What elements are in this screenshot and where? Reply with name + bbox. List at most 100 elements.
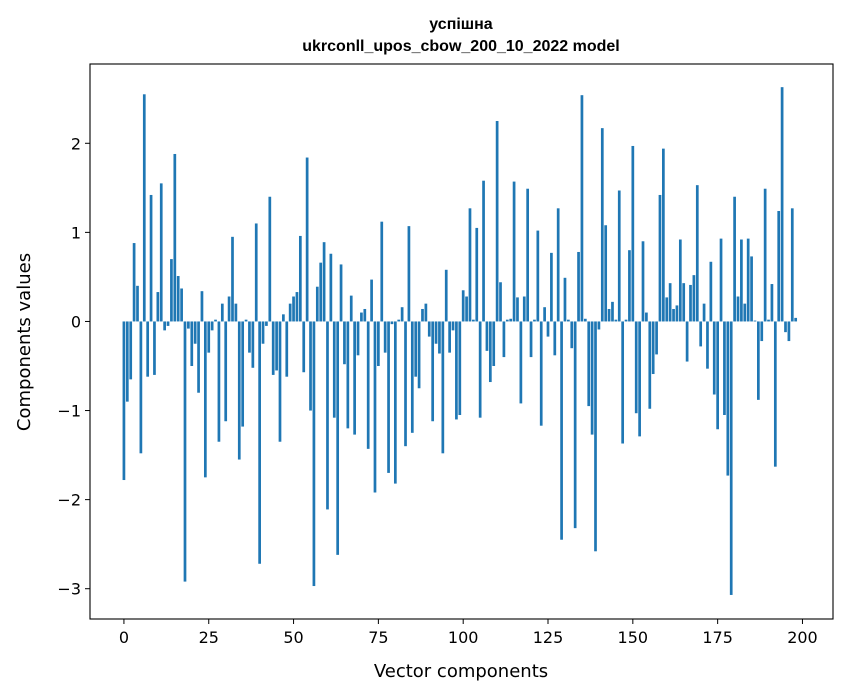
bar-50 [292,296,295,322]
bar-182 [740,239,743,322]
bar-128 [556,208,560,322]
bar-112 [502,321,506,358]
bar-7 [146,321,150,377]
bar-136 [583,318,587,322]
bar-26 [210,321,214,331]
bar-88 [421,308,424,322]
x-tick-label: 100 [448,628,479,647]
bar-3 [132,243,136,322]
bar-61 [329,253,333,322]
bar-188 [760,321,764,342]
bar-132 [570,321,574,349]
bar-140 [597,321,601,330]
bar-73 [370,279,373,322]
bar-153 [641,241,645,322]
bar-166 [685,321,689,362]
y-axis-label: Components values [14,253,35,431]
bar-23 [200,291,204,322]
bar-65 [343,321,346,365]
bar-37 [248,321,251,353]
bar-46 [278,321,282,442]
bar-117 [519,321,523,404]
bar-17 [180,288,183,322]
bar-68 [353,321,356,435]
y-tick-label: 0 [71,312,81,331]
bar-59 [322,242,326,322]
bar-6 [142,94,146,322]
bar-114 [509,318,513,322]
bar-165 [682,283,686,322]
bar-131 [567,319,570,322]
y-axis-ticks: −3 −2 −1 0 1 2 [57,134,90,599]
bar-142 [604,225,608,322]
bar-133 [573,321,577,529]
bar-183 [743,303,747,322]
bar-56 [312,321,316,587]
bar-41 [261,321,265,344]
bar-54 [305,157,309,322]
bar-184 [746,238,750,322]
bar-195 [784,321,787,333]
plot-frame [89,63,834,620]
bar-64 [339,264,343,322]
bar-173 [709,261,713,322]
bar-72 [366,321,370,449]
bar-198 [794,317,798,322]
bar-171 [702,303,706,322]
bar-34 [237,321,241,460]
bar-196 [787,321,791,342]
bar-154 [645,312,648,322]
bar-5 [139,321,143,454]
bar-83 [404,321,407,447]
bar-161 [668,283,672,322]
bar-108 [488,321,492,383]
bar-47 [282,314,285,322]
bar-170 [699,321,703,347]
bar-4 [136,285,139,322]
bar-78 [387,321,390,473]
y-tick-label: −1 [57,402,81,421]
chart-title-line2: ukrconll_upos_cbow_200_10_2022 model [302,38,619,55]
bar-40 [258,321,261,564]
bar-58 [319,262,323,322]
bar-120 [529,321,533,358]
bar-106 [482,180,485,322]
bar-167 [689,284,692,322]
bar-115 [512,181,516,322]
bar-15 [173,153,177,322]
bar-103 [472,319,475,322]
bar-95 [444,269,448,322]
y-tick-label: 1 [71,223,81,242]
bar-18 [183,321,187,582]
bar-0 [122,321,126,481]
bar-109 [492,321,496,366]
bar-25 [207,321,211,353]
bar-180 [733,196,736,322]
bar-126 [550,252,553,322]
bar-181 [736,296,740,322]
bar-101 [465,296,468,322]
bar-27 [214,319,217,322]
bars-group [122,87,798,595]
bar-62 [332,321,336,418]
bar-69 [356,321,360,356]
bar-118 [522,296,526,322]
bar-92 [434,321,438,344]
bar-113 [505,319,509,322]
bar-85 [410,321,414,433]
x-tick-label: 200 [787,628,818,647]
bar-13 [166,321,170,326]
bar-11 [159,183,163,322]
bar-66 [346,321,350,429]
bar-93 [438,321,441,354]
bar-52 [298,235,302,322]
bar-190 [767,319,770,322]
bar-74 [373,321,377,493]
bar-100 [461,290,465,322]
x-tick-label: 150 [618,628,649,647]
bar-42 [265,321,268,326]
bar-75 [377,321,380,366]
bar-45 [275,321,278,371]
x-axis-ticks: 0 25 50 75 100 125 150 175 200 [119,619,818,647]
